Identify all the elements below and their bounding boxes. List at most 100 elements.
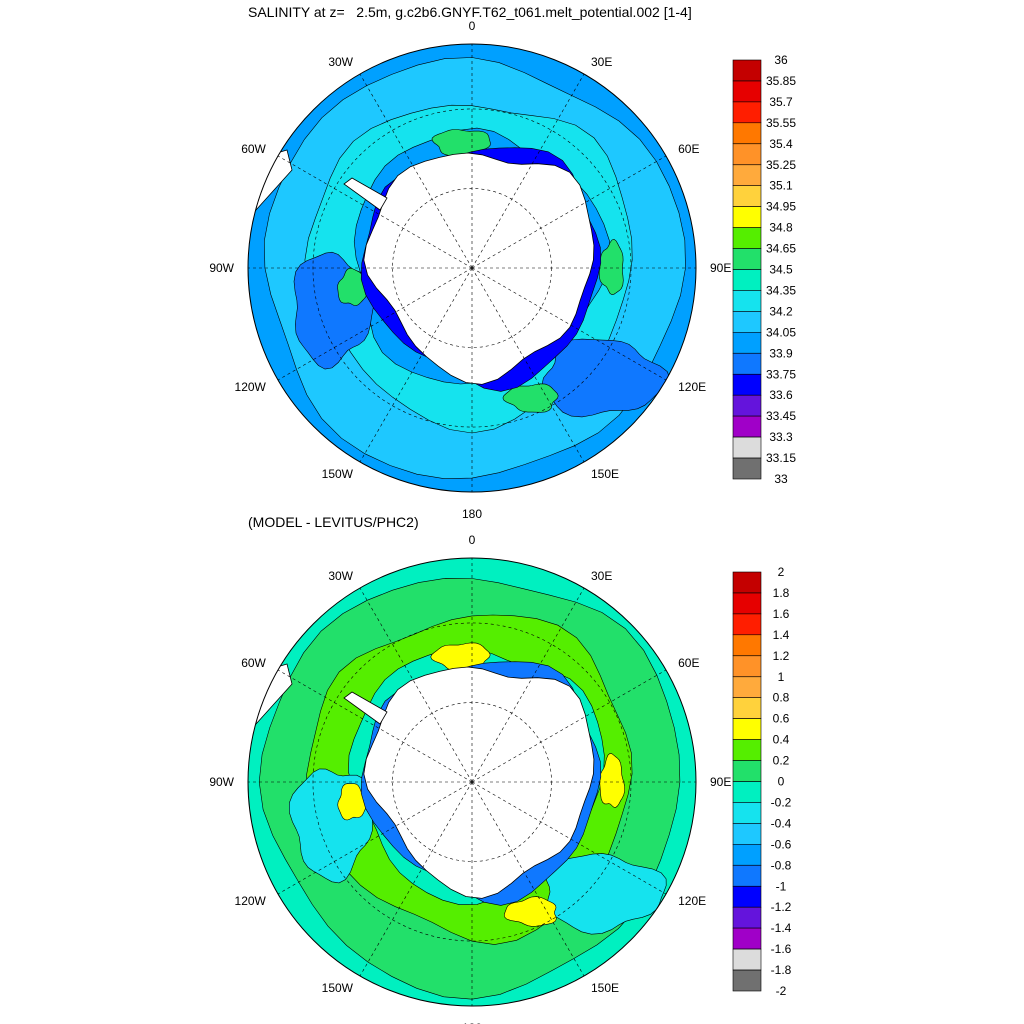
colorbar-label: 1.2 bbox=[773, 649, 790, 663]
meridian-line bbox=[359, 781, 473, 977]
fresh-patch-120e bbox=[544, 853, 667, 935]
colorbar-segment bbox=[732, 927, 762, 950]
colorbar-label: 1.4 bbox=[773, 628, 790, 642]
longitude-label: 30W bbox=[328, 55, 353, 69]
longitude-label: 60E bbox=[678, 142, 699, 156]
meridian-line bbox=[277, 669, 473, 783]
antarctic-peninsula bbox=[343, 177, 388, 211]
longitude-label: 30E bbox=[591, 55, 612, 69]
colorbar-segment bbox=[732, 436, 762, 459]
colorbar-label: 36 bbox=[774, 53, 788, 67]
colorbar-segment bbox=[732, 122, 762, 145]
colorbar-segment bbox=[732, 906, 762, 929]
graticule bbox=[248, 44, 696, 492]
colorbar-segment bbox=[732, 248, 762, 270]
meridian-line bbox=[471, 781, 667, 895]
colorbar-segment bbox=[732, 331, 762, 354]
map-border bbox=[247, 43, 697, 493]
colorbar-label: 0.8 bbox=[773, 691, 790, 705]
meridian-line bbox=[471, 669, 667, 783]
colorbar-segment bbox=[732, 634, 762, 657]
colorbar: 2 1.8 1.6 1.4 1.2 1 0.8 0.6 0.4 0.2 0 -0.2 -0.4 -0.6 -… bbox=[732, 565, 792, 998]
colorbar-label: 1.8 bbox=[773, 586, 790, 600]
longitude-label: 90E bbox=[710, 775, 731, 789]
longitude-label: 30W bbox=[328, 569, 353, 583]
colorbar-label: 34.2 bbox=[769, 304, 793, 318]
colorbar-segment bbox=[732, 592, 762, 615]
colorbar-segment bbox=[732, 802, 762, 824]
colorbar-label: 33 bbox=[774, 472, 788, 486]
longitude-label: 150W bbox=[322, 467, 354, 481]
colorbar-segment bbox=[732, 969, 762, 992]
colorbar-label: 35.7 bbox=[769, 95, 793, 109]
colorbar-label: 34.65 bbox=[766, 242, 796, 256]
longitude-label: 90E bbox=[710, 261, 731, 275]
colorbar-segment bbox=[732, 718, 762, 740]
fresh-patch-120e bbox=[541, 338, 671, 418]
panel-title-difference: (MODEL - LEVITUS/PHC2) bbox=[248, 514, 419, 530]
colorbar-segment bbox=[732, 781, 762, 803]
colorbar-segment bbox=[732, 760, 762, 782]
meridian-line bbox=[359, 73, 473, 269]
longitude-label: 30E bbox=[591, 569, 612, 583]
antarctica-land bbox=[363, 666, 595, 899]
colorbar-segment bbox=[732, 352, 762, 375]
antarctica-land bbox=[363, 152, 595, 385]
salty-patch-90w bbox=[337, 783, 368, 821]
longitude-label: 180 bbox=[462, 1021, 482, 1024]
longitude-label: 0 bbox=[469, 19, 476, 33]
colorbar-label: 35.55 bbox=[766, 116, 796, 130]
colorbar-label: 1.6 bbox=[773, 607, 790, 621]
map-border bbox=[247, 557, 697, 1007]
colorbar-label: 34.95 bbox=[766, 200, 796, 214]
difference-map-panel: 0 30E 60E 90E 120E 150E 180 150W 120W 90W 60W 30W 2 1… bbox=[0, 512, 1024, 1024]
longitude-label: 120E bbox=[678, 380, 706, 394]
colorbar-segment bbox=[732, 143, 762, 166]
salty-patch-150e bbox=[503, 896, 557, 927]
colorbar-segment bbox=[732, 697, 762, 719]
colorbar-segment bbox=[732, 80, 762, 103]
colorbar-segment bbox=[732, 164, 762, 187]
meridian-line bbox=[277, 155, 473, 269]
colorbar-label: 0.4 bbox=[773, 733, 790, 747]
colorbar-segment bbox=[732, 571, 762, 594]
colorbar-label: 33.3 bbox=[769, 430, 793, 444]
salinity-polar-map: 0 30E 60E 90E 120E 150E 180 150W 120W 90W 60W 30W 36… bbox=[209, 19, 796, 521]
meridian-line bbox=[471, 73, 585, 269]
colorbar-segment bbox=[732, 373, 762, 396]
colorbar-segment bbox=[732, 59, 762, 82]
colorbar-segment bbox=[732, 613, 762, 636]
colorbar-label: 34.35 bbox=[766, 283, 796, 297]
colorbar-label: 35.4 bbox=[769, 137, 793, 151]
colorbar-label: 0.2 bbox=[773, 754, 790, 768]
meridian-line bbox=[471, 587, 585, 783]
longitude-label: 0 bbox=[469, 533, 476, 547]
salinity-map-panel: 0 30E 60E 90E 120E 150E 180 150W 120W 90W 60W 30W 36… bbox=[0, 0, 1024, 521]
colorbar-segment bbox=[732, 101, 762, 124]
longitude-label: 90W bbox=[209, 775, 234, 789]
longitude-label: 150E bbox=[591, 981, 619, 995]
colorbar-segment bbox=[732, 885, 762, 908]
colorbar-segment bbox=[732, 269, 762, 291]
colorbar-label: 35.85 bbox=[766, 74, 796, 88]
meridian-line bbox=[277, 267, 473, 381]
colorbar-segment bbox=[732, 655, 762, 678]
colorbar-label: 2 bbox=[778, 565, 785, 579]
colorbar-label: 33.15 bbox=[766, 451, 796, 465]
longitude-label: 180 bbox=[462, 507, 482, 521]
colorbar-segment bbox=[732, 739, 762, 761]
panel-title-salinity: SALINITY at z= 2.5m, g.c2b6.GNYF.T62_t06… bbox=[248, 4, 692, 20]
meridian-line bbox=[471, 781, 585, 977]
colorbar-label: -0.8 bbox=[771, 858, 792, 872]
colorbar-label: -0.6 bbox=[771, 837, 792, 851]
colorbar-label: 33.45 bbox=[766, 409, 796, 423]
meridian-line bbox=[277, 781, 473, 895]
colorbar-label: 33.6 bbox=[769, 388, 793, 402]
colorbar-label: 35.1 bbox=[769, 179, 793, 193]
meridian-line bbox=[471, 267, 585, 463]
colorbar-segment bbox=[732, 823, 762, 845]
colorbar-label: 34.8 bbox=[769, 221, 793, 235]
longitude-label: 90W bbox=[209, 261, 234, 275]
meridian-line bbox=[471, 155, 667, 269]
colorbar-segment bbox=[732, 185, 762, 207]
